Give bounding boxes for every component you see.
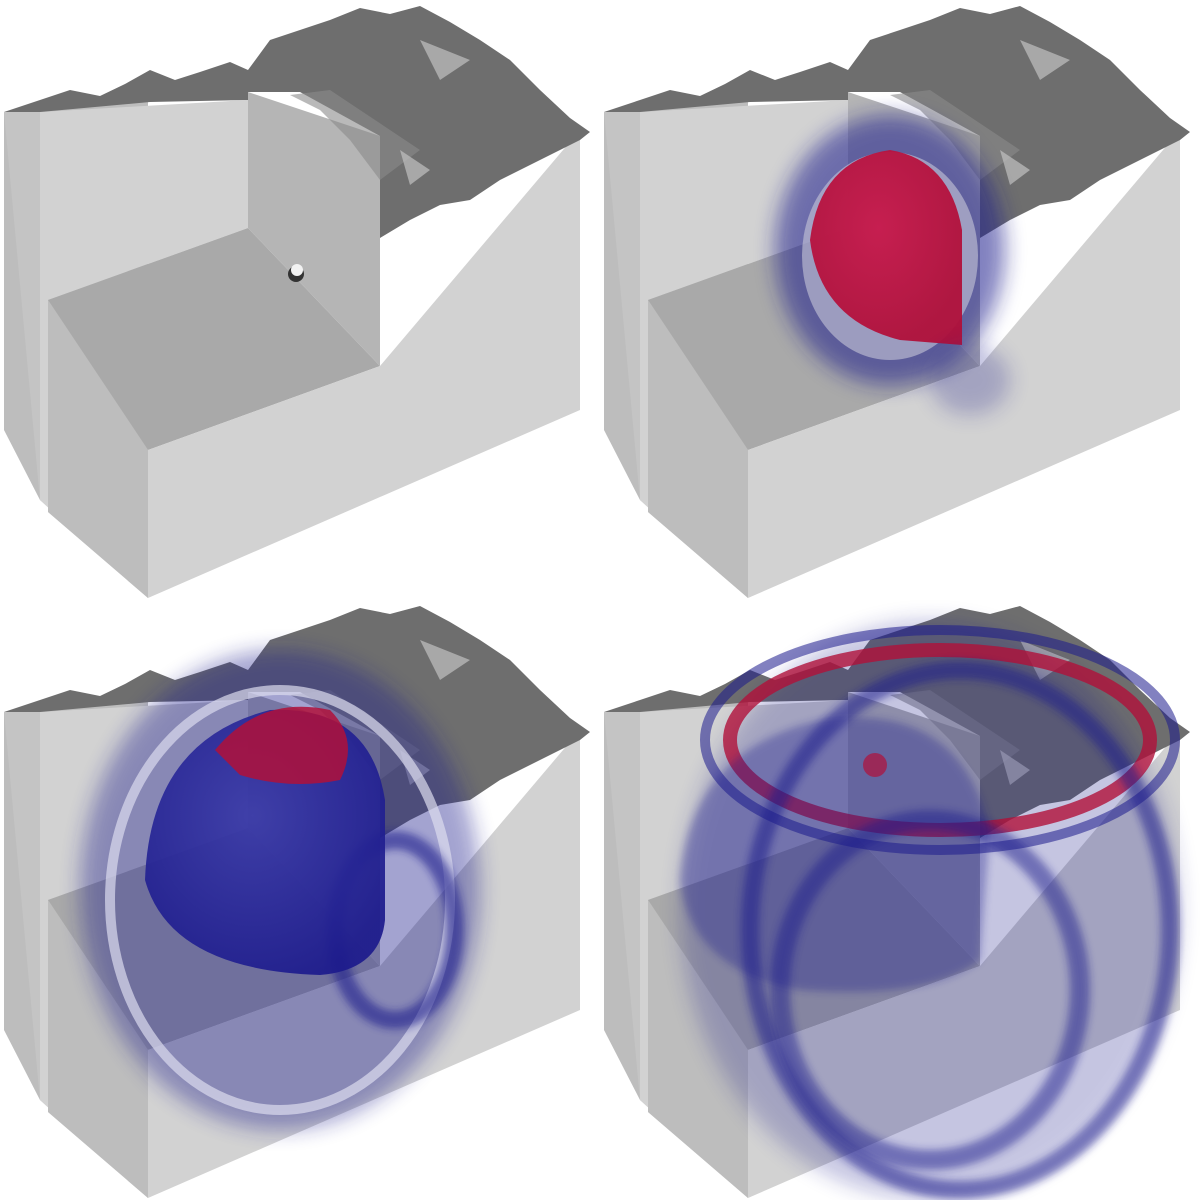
positive-core	[810, 150, 962, 345]
panel-early-wavefront	[600, 0, 1200, 600]
terrain-highlight	[890, 90, 1020, 180]
cutaway-block-render	[604, 6, 1190, 598]
block-front-lower	[748, 130, 1180, 598]
block-front-lower	[148, 130, 580, 598]
cutaway-block-render	[4, 606, 590, 1198]
cutaway-floor	[48, 228, 380, 450]
block-step-side	[48, 300, 148, 598]
block-left-edge	[4, 712, 40, 1100]
cutaway-block-render	[604, 606, 1190, 1200]
cutaway-block-render	[4, 6, 590, 598]
block-step-side	[648, 900, 748, 1198]
negative-tail	[930, 345, 1010, 415]
block-front-upper	[40, 100, 248, 598]
terrain-crevices	[400, 40, 470, 185]
terrain-highlight	[290, 90, 420, 180]
block-left-edge	[4, 112, 40, 500]
positive-spot	[863, 753, 887, 777]
block-left-edge	[604, 712, 640, 1100]
source-point	[291, 264, 303, 276]
positive-cap	[215, 706, 348, 784]
panel-wavefront-reaches-surface	[0, 600, 600, 1200]
cutaway-back-wall	[248, 92, 380, 366]
terrain-crevices	[1000, 40, 1070, 185]
negative-body	[680, 717, 990, 992]
block-left-edge	[604, 112, 640, 500]
block-step-side	[48, 900, 148, 1198]
block-step-side	[648, 300, 748, 598]
panel-late-wavefront	[600, 600, 1200, 1200]
panel-source-only	[0, 0, 600, 600]
